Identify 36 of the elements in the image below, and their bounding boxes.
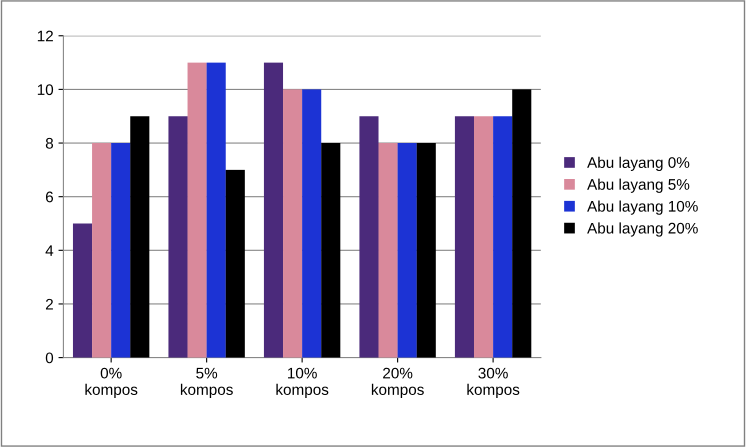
- x-tick-label: 20% kompos: [372, 368, 424, 398]
- y-tick-label: 12: [38, 30, 53, 42]
- y-tick-label: 2: [46, 298, 53, 310]
- legend-label: Abu layang 10%: [587, 200, 698, 215]
- x-tick-label: 0% kompos: [85, 368, 138, 398]
- bar: [92, 143, 112, 358]
- bar: [321, 143, 340, 358]
- legend-label: Abu layang 20%: [587, 222, 698, 237]
- bar: [359, 116, 379, 358]
- bar: [226, 170, 245, 358]
- bar: [493, 116, 512, 358]
- x-tick-label: 30% kompos: [467, 368, 520, 398]
- bar: [188, 62, 207, 358]
- bar: [111, 143, 130, 358]
- y-tick-label: 6: [46, 192, 54, 202]
- bar: [474, 116, 494, 358]
- bar: [512, 89, 532, 358]
- bar: [454, 116, 474, 358]
- bar: [72, 224, 92, 358]
- x-tick-label: 5% kompos: [180, 368, 233, 398]
- legend-label: Abu layang 5%: [587, 178, 690, 193]
- bar: [264, 62, 284, 358]
- bar: [398, 143, 417, 358]
- x-tick-label: 10% kompos: [276, 368, 328, 398]
- bar: [416, 143, 436, 358]
- y-tick-label: 8: [46, 138, 54, 149]
- y-tick-label: 0: [46, 352, 54, 364]
- bar: [130, 116, 150, 358]
- legend-label: Abu layang 0%: [587, 156, 690, 171]
- bar: [168, 116, 188, 358]
- bar: [378, 143, 398, 358]
- bar: [206, 62, 226, 358]
- y-tick-label: 4: [46, 245, 54, 256]
- bar: [283, 89, 302, 358]
- bar: [302, 89, 322, 358]
- y-tick-label: 10: [38, 84, 54, 96]
